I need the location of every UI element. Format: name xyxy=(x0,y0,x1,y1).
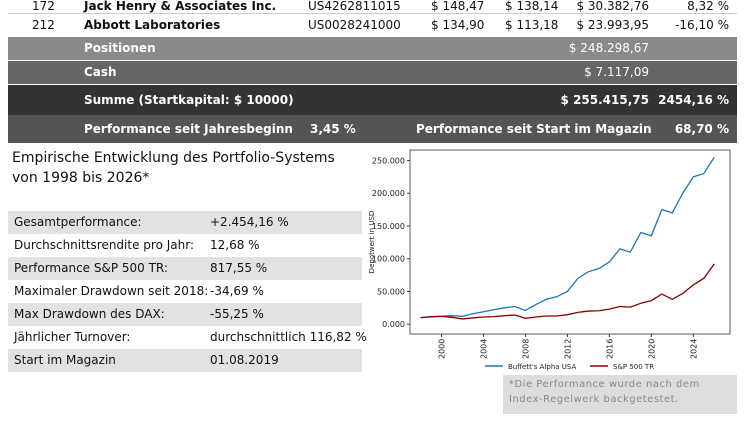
x-tick-label: 2000 xyxy=(437,339,446,359)
percent: 2454,16 % xyxy=(658,93,729,107)
label: Cash xyxy=(84,65,117,79)
footnote: *Die Performance wurde nach dem Index-Re… xyxy=(503,375,737,414)
value: $ 248.298,67 xyxy=(568,41,649,55)
value: 3,45 % xyxy=(310,122,356,136)
cash-row: Cash $ 7.117,09 xyxy=(8,61,737,84)
stat-label: Start im Magazin xyxy=(14,353,116,367)
cell: 8,32 % xyxy=(687,0,729,13)
stat-value: -34,69 % xyxy=(210,284,264,298)
stat-value: +2.454,16 % xyxy=(210,215,289,229)
y-tick-label: 0.000 xyxy=(382,320,405,329)
stats-row: Gesamtperformance: +2.454,16 % xyxy=(8,211,362,234)
cell: Jack Henry & Associates Inc. xyxy=(84,0,277,13)
x-tick-label: 2020 xyxy=(647,339,656,359)
label: Summe (Startkapital: $ 10000) xyxy=(84,93,294,107)
y-tick-label: 50.000 xyxy=(377,287,405,296)
stats-row: Jährlicher Turnover: durchschnittlich 116… xyxy=(8,326,367,349)
label: Performance seit Jahresbeginn xyxy=(84,122,293,136)
stats-row: Maximaler Drawdown seit 2018: -34,69 % xyxy=(8,280,362,303)
stats-row: Durchschnittsrendite pro Jahr: 12,68 % xyxy=(8,234,362,257)
value: 68,70 % xyxy=(674,122,729,136)
stat-label: Jährlicher Turnover: xyxy=(14,330,131,344)
stat-label: Performance S&P 500 TR: xyxy=(14,261,168,275)
cell: $ 138,14 xyxy=(505,0,559,13)
y-tick-label: 150.000 xyxy=(372,222,405,231)
y-tick-label: 250.000 xyxy=(372,156,405,165)
stat-value: durchschnittlich 116,82 % xyxy=(210,330,367,344)
series-line xyxy=(420,156,715,319)
cell: -16,10 % xyxy=(675,18,729,32)
summe-row: Summe (Startkapital: $ 10000) $ 255.415,… xyxy=(8,85,737,115)
label: Positionen xyxy=(84,41,156,55)
label: Performance seit Start im Magazin xyxy=(416,122,652,136)
positionen-row: Positionen $ 248.298,67 xyxy=(8,37,737,60)
y-tick-label: 100.000 xyxy=(372,255,405,264)
value: $ 255.415,75 xyxy=(560,93,649,107)
table-row: 212 Abbott Laboratories US0028241000 $ 1… xyxy=(8,13,737,37)
cell: $ 23.993,95 xyxy=(576,18,649,32)
stat-label: Durchschnittsrendite pro Jahr: xyxy=(14,238,194,252)
stat-label: Maximaler Drawdown seit 2018: xyxy=(14,284,209,298)
chart: 0.000 50.000 100.000 150.000 200.000 250.000 2… xyxy=(368,149,731,371)
stat-value: 12,68 % xyxy=(210,238,260,252)
cell: $ 134,90 xyxy=(431,18,485,32)
value: $ 7.117,09 xyxy=(584,65,649,79)
cell: $ 148,47 xyxy=(431,0,485,13)
legend-label: S&P 500 TR xyxy=(613,363,654,371)
stat-value: 01.08.2019 xyxy=(210,353,279,367)
cell: $ 113,18 xyxy=(505,18,559,32)
x-tick-label: 2012 xyxy=(563,339,572,359)
performance-row: Performance seit Jahresbeginn 3,45 % Per… xyxy=(8,115,737,143)
cell: Abbott Laboratories xyxy=(84,18,221,32)
stat-label: Gesamtperformance: xyxy=(14,215,142,229)
stat-value: -55,25 % xyxy=(210,307,264,321)
cell: 212 xyxy=(32,18,55,32)
cell: 172 xyxy=(32,0,55,13)
plot-frame xyxy=(409,149,731,335)
y-tick-label: 200.000 xyxy=(372,189,405,198)
stat-value: 817,55 % xyxy=(210,261,268,275)
stats-panel: Empirische Entwicklung des Portfolio-Sys… xyxy=(8,145,367,372)
stats-row: Start im Magazin 01.08.2019 xyxy=(8,349,362,372)
cell: US0028241000 xyxy=(308,18,401,32)
stats-row: Performance S&P 500 TR: 817,55 % xyxy=(8,257,362,280)
x-tick-label: 2008 xyxy=(521,339,530,359)
table-row: 172 Jack Henry & Associates Inc. US42628… xyxy=(8,0,737,13)
cell: US4262811015 xyxy=(308,0,401,13)
cell: $ 30.382,76 xyxy=(576,0,649,13)
stats-title: Empirische Entwicklung des Portfolio-Sys… xyxy=(12,150,335,186)
series-line xyxy=(420,263,715,320)
x-tick-label: 2004 xyxy=(479,339,488,359)
x-tick-label: 2016 xyxy=(605,339,614,359)
stat-label: Max Drawdown des DAX: xyxy=(14,307,165,321)
stats-row: Max Drawdown des DAX: -55,25 % xyxy=(8,303,362,326)
y-axis-label: Depotwert in USD xyxy=(368,211,376,274)
x-tick-label: 2024 xyxy=(689,339,698,359)
legend-label: Buffett's Alpha USA xyxy=(508,363,576,371)
